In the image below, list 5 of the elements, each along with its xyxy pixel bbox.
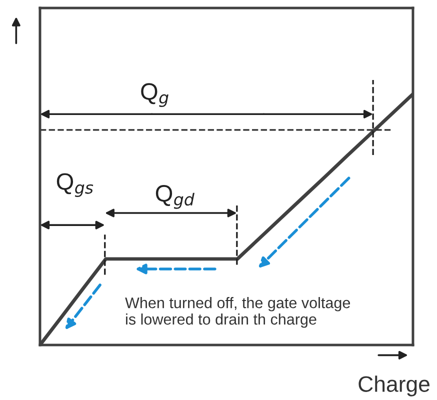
annotation: When turned off, the gate voltage is lowered to drain th charge [125, 297, 350, 328]
x-axis-title: Charge [358, 376, 430, 396]
annotation: Q$_{g}$ [141, 83, 168, 107]
annotation: Q$_{gs}$ [56, 173, 94, 198]
annotation: Q$_{gd}$ [156, 185, 194, 209]
